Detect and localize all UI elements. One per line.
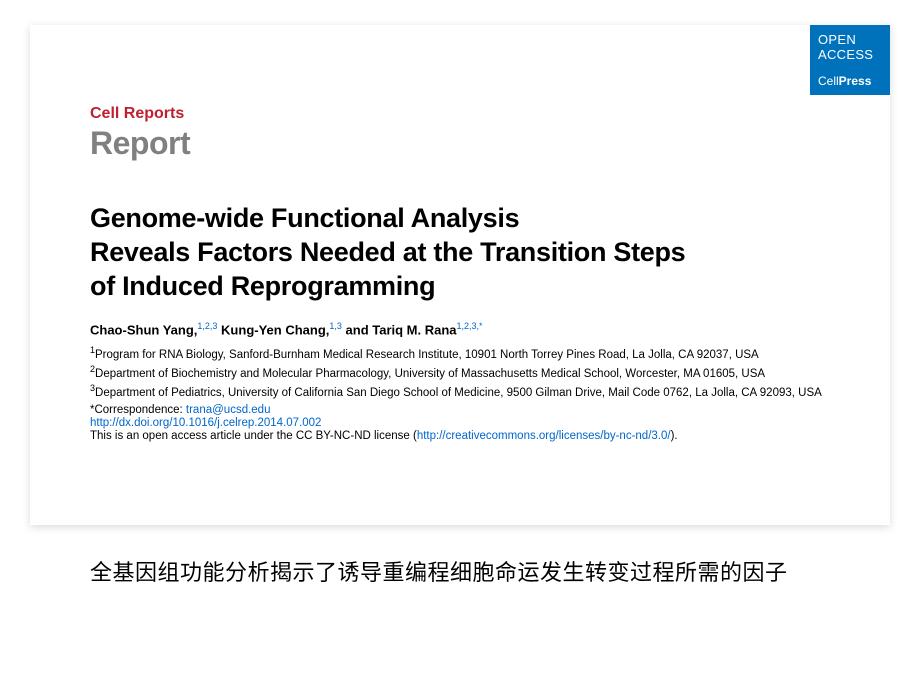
oa-label: OPEN ACCESS: [818, 33, 882, 63]
author-list: Chao-Shun Yang,1,2,3 Kung-Yen Chang,1,3 …: [90, 321, 830, 337]
author-3-aff: 1,2,3,*: [457, 321, 483, 331]
paper-card: OPEN ACCESS CellPress Cell Reports Repor…: [30, 25, 890, 525]
title-line-3: of Induced Reprogramming: [90, 271, 435, 301]
corr-label: *Correspondence:: [90, 404, 186, 416]
affil-3-text: Department of Pediatrics, University of …: [95, 387, 822, 399]
article-title: Genome-wide Functional Analysis Reveals …: [90, 202, 830, 303]
affil-2-text: Department of Biochemistry and Molecular…: [95, 368, 765, 380]
journal-name: Cell Reports: [90, 105, 830, 123]
affiliation-3: 3Department of Pediatrics, University of…: [90, 382, 830, 401]
license-close: ).: [671, 430, 678, 442]
corr-email-link[interactable]: trana@ucsd.edu: [186, 404, 271, 416]
author-2-aff: 1,3: [329, 321, 342, 331]
affiliation-1: 1Program for RNA Biology, Sanford-Burnha…: [90, 344, 830, 363]
section-label: Report: [90, 125, 830, 162]
author-3: and Tariq M. Rana: [346, 323, 457, 338]
doi-link[interactable]: http://dx.doi.org/10.1016/j.celrep.2014.…: [90, 417, 830, 429]
license-link[interactable]: http://creativecommons.org/licenses/by-n…: [417, 430, 671, 442]
title-line-2: Reveals Factors Needed at the Transition…: [90, 237, 685, 267]
license-text: This is an open access article under the…: [90, 430, 417, 442]
open-access-badge: OPEN ACCESS CellPress: [810, 25, 890, 95]
correspondence: *Correspondence: trana@ucsd.edu: [90, 404, 830, 416]
brand-b: Press: [839, 74, 872, 88]
title-line-1: Genome-wide Functional Analysis: [90, 203, 519, 233]
publisher-brand: CellPress: [818, 75, 882, 89]
brand-a: Cell: [818, 74, 839, 88]
author-2: Kung-Yen Chang,: [221, 323, 329, 338]
affil-1-text: Program for RNA Biology, Sanford-Burnham…: [95, 348, 759, 360]
oa-line2: ACCESS: [818, 47, 873, 62]
affiliation-2: 2Department of Biochemistry and Molecula…: [90, 363, 830, 382]
license-line: This is an open access article under the…: [90, 430, 830, 442]
oa-line1: OPEN: [818, 32, 856, 47]
author-1-aff: 1,2,3: [197, 321, 217, 331]
chinese-translation: 全基因组功能分析揭示了诱导重编程细胞命运发生转变过程所需的因子: [90, 555, 788, 587]
author-1: Chao-Shun Yang,: [90, 323, 197, 338]
